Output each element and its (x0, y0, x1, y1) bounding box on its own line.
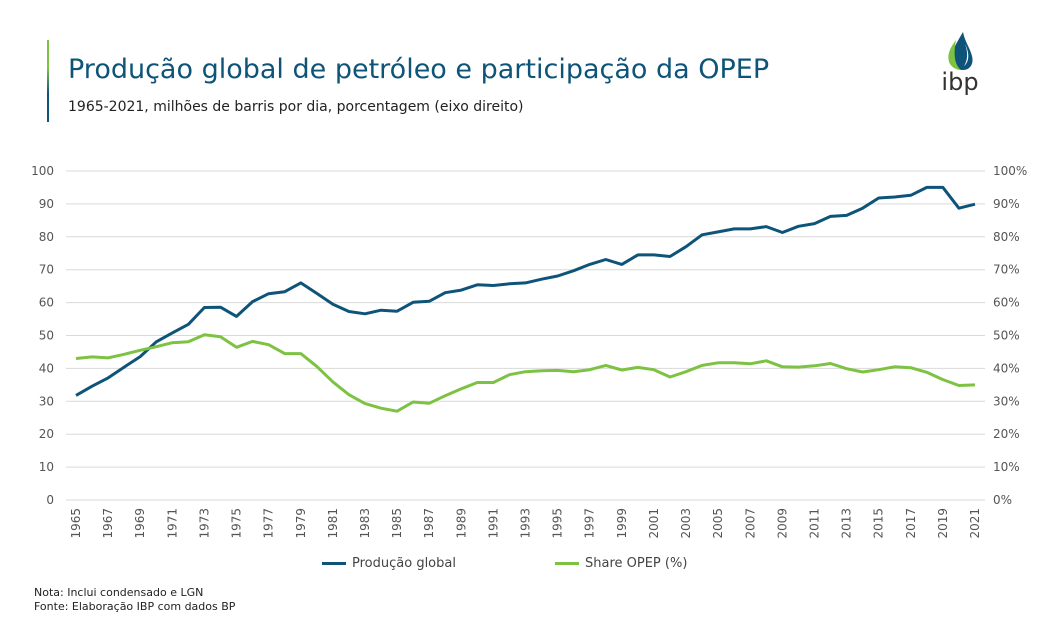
y-left-tick-label: 60 (39, 296, 54, 310)
y-right-tick-label: 70% (993, 263, 1020, 277)
x-tick-label: 2001 (647, 508, 661, 539)
x-tick-label: 1977 (262, 508, 276, 539)
y-left-tick-label: 40 (39, 361, 54, 375)
y-right-tick-label: 100% (993, 164, 1027, 178)
x-tick-label: 1973 (197, 508, 211, 539)
chart-subtitle: 1965-2021, milhões de barris por dia, po… (68, 99, 524, 115)
x-tick-label: 1969 (133, 508, 147, 539)
x-tick-label: 1967 (101, 508, 115, 539)
x-tick-label: 2009 (775, 508, 789, 539)
note-text: Nota: Inclui condensado e LGN (34, 586, 204, 599)
x-tick-label: 2005 (711, 508, 725, 539)
x-tick-label: 2019 (936, 508, 950, 539)
x-tick-label: 1971 (165, 508, 179, 539)
x-tick-label: 2015 (872, 508, 886, 539)
x-tick-label: 1995 (551, 508, 565, 539)
y-right-tick-label: 10% (993, 460, 1020, 474)
y-right-tick-label: 40% (993, 361, 1020, 375)
x-tick-label: 2007 (743, 508, 757, 539)
legend-swatch (322, 562, 346, 565)
legend-swatch (555, 562, 579, 565)
x-tick-label: 1985 (390, 508, 404, 539)
x-tick-label: 1981 (326, 508, 340, 539)
y-left-tick-label: 50 (39, 329, 54, 343)
series-line-share (75, 333, 976, 413)
y-left-tick-label: 80 (39, 230, 54, 244)
x-tick-label: 1979 (294, 508, 308, 539)
y-left-tick-label: 30 (39, 394, 54, 408)
legend-item-share: Share OPEP (%) (555, 556, 687, 571)
x-tick-label: 1987 (422, 508, 436, 539)
y-left-tick-label: 10 (39, 460, 54, 474)
x-tick-label: 1997 (583, 508, 597, 539)
x-tick-label: 1983 (358, 508, 372, 539)
x-tick-label: 2017 (904, 508, 918, 539)
y-right-tick-label: 50% (993, 329, 1020, 343)
y-right-tick-label: 30% (993, 394, 1020, 408)
chart-title: Produção global de petróleo e participaç… (68, 54, 770, 85)
y-left-tick-label: 100 (31, 164, 54, 178)
x-tick-label: 2011 (807, 508, 821, 539)
y-right-tick-label: 20% (993, 427, 1020, 441)
x-tick-label: 2021 (968, 508, 982, 539)
y-right-tick-label: 60% (993, 296, 1020, 310)
x-tick-label: 2003 (679, 508, 693, 539)
x-tick-label: 1993 (519, 508, 533, 539)
svg-text:ibp: ibp (941, 68, 978, 96)
y-left-tick-label: 90 (39, 197, 54, 211)
legend-item-production: Produção global (322, 556, 456, 571)
x-tick-label: 1975 (230, 508, 244, 539)
x-tick-label: 2013 (840, 508, 854, 539)
source-text: Fonte: Elaboração IBP com dados BP (34, 600, 236, 613)
x-tick-label: 1991 (486, 508, 500, 539)
y-left-tick-label: 70 (39, 263, 54, 277)
y-right-tick-label: 90% (993, 197, 1020, 211)
x-tick-label: 1965 (69, 508, 83, 539)
notes: Nota: Inclui condensado e LGN Fonte: Ela… (34, 586, 235, 614)
y-right-tick-label: 80% (993, 230, 1020, 244)
x-tick-label: 1989 (454, 508, 468, 539)
y-left-tick-label: 0 (46, 493, 54, 507)
x-tick-label: 1999 (615, 508, 629, 539)
legend-label: Share OPEP (%) (585, 556, 688, 571)
legend-label: Produção global (352, 556, 456, 571)
y-right-tick-label: 0% (993, 493, 1012, 507)
ibp-logo: ibp (941, 32, 979, 96)
y-left-tick-label: 20 (39, 427, 54, 441)
series-line-production (75, 185, 976, 397)
accent-bar (47, 40, 49, 122)
